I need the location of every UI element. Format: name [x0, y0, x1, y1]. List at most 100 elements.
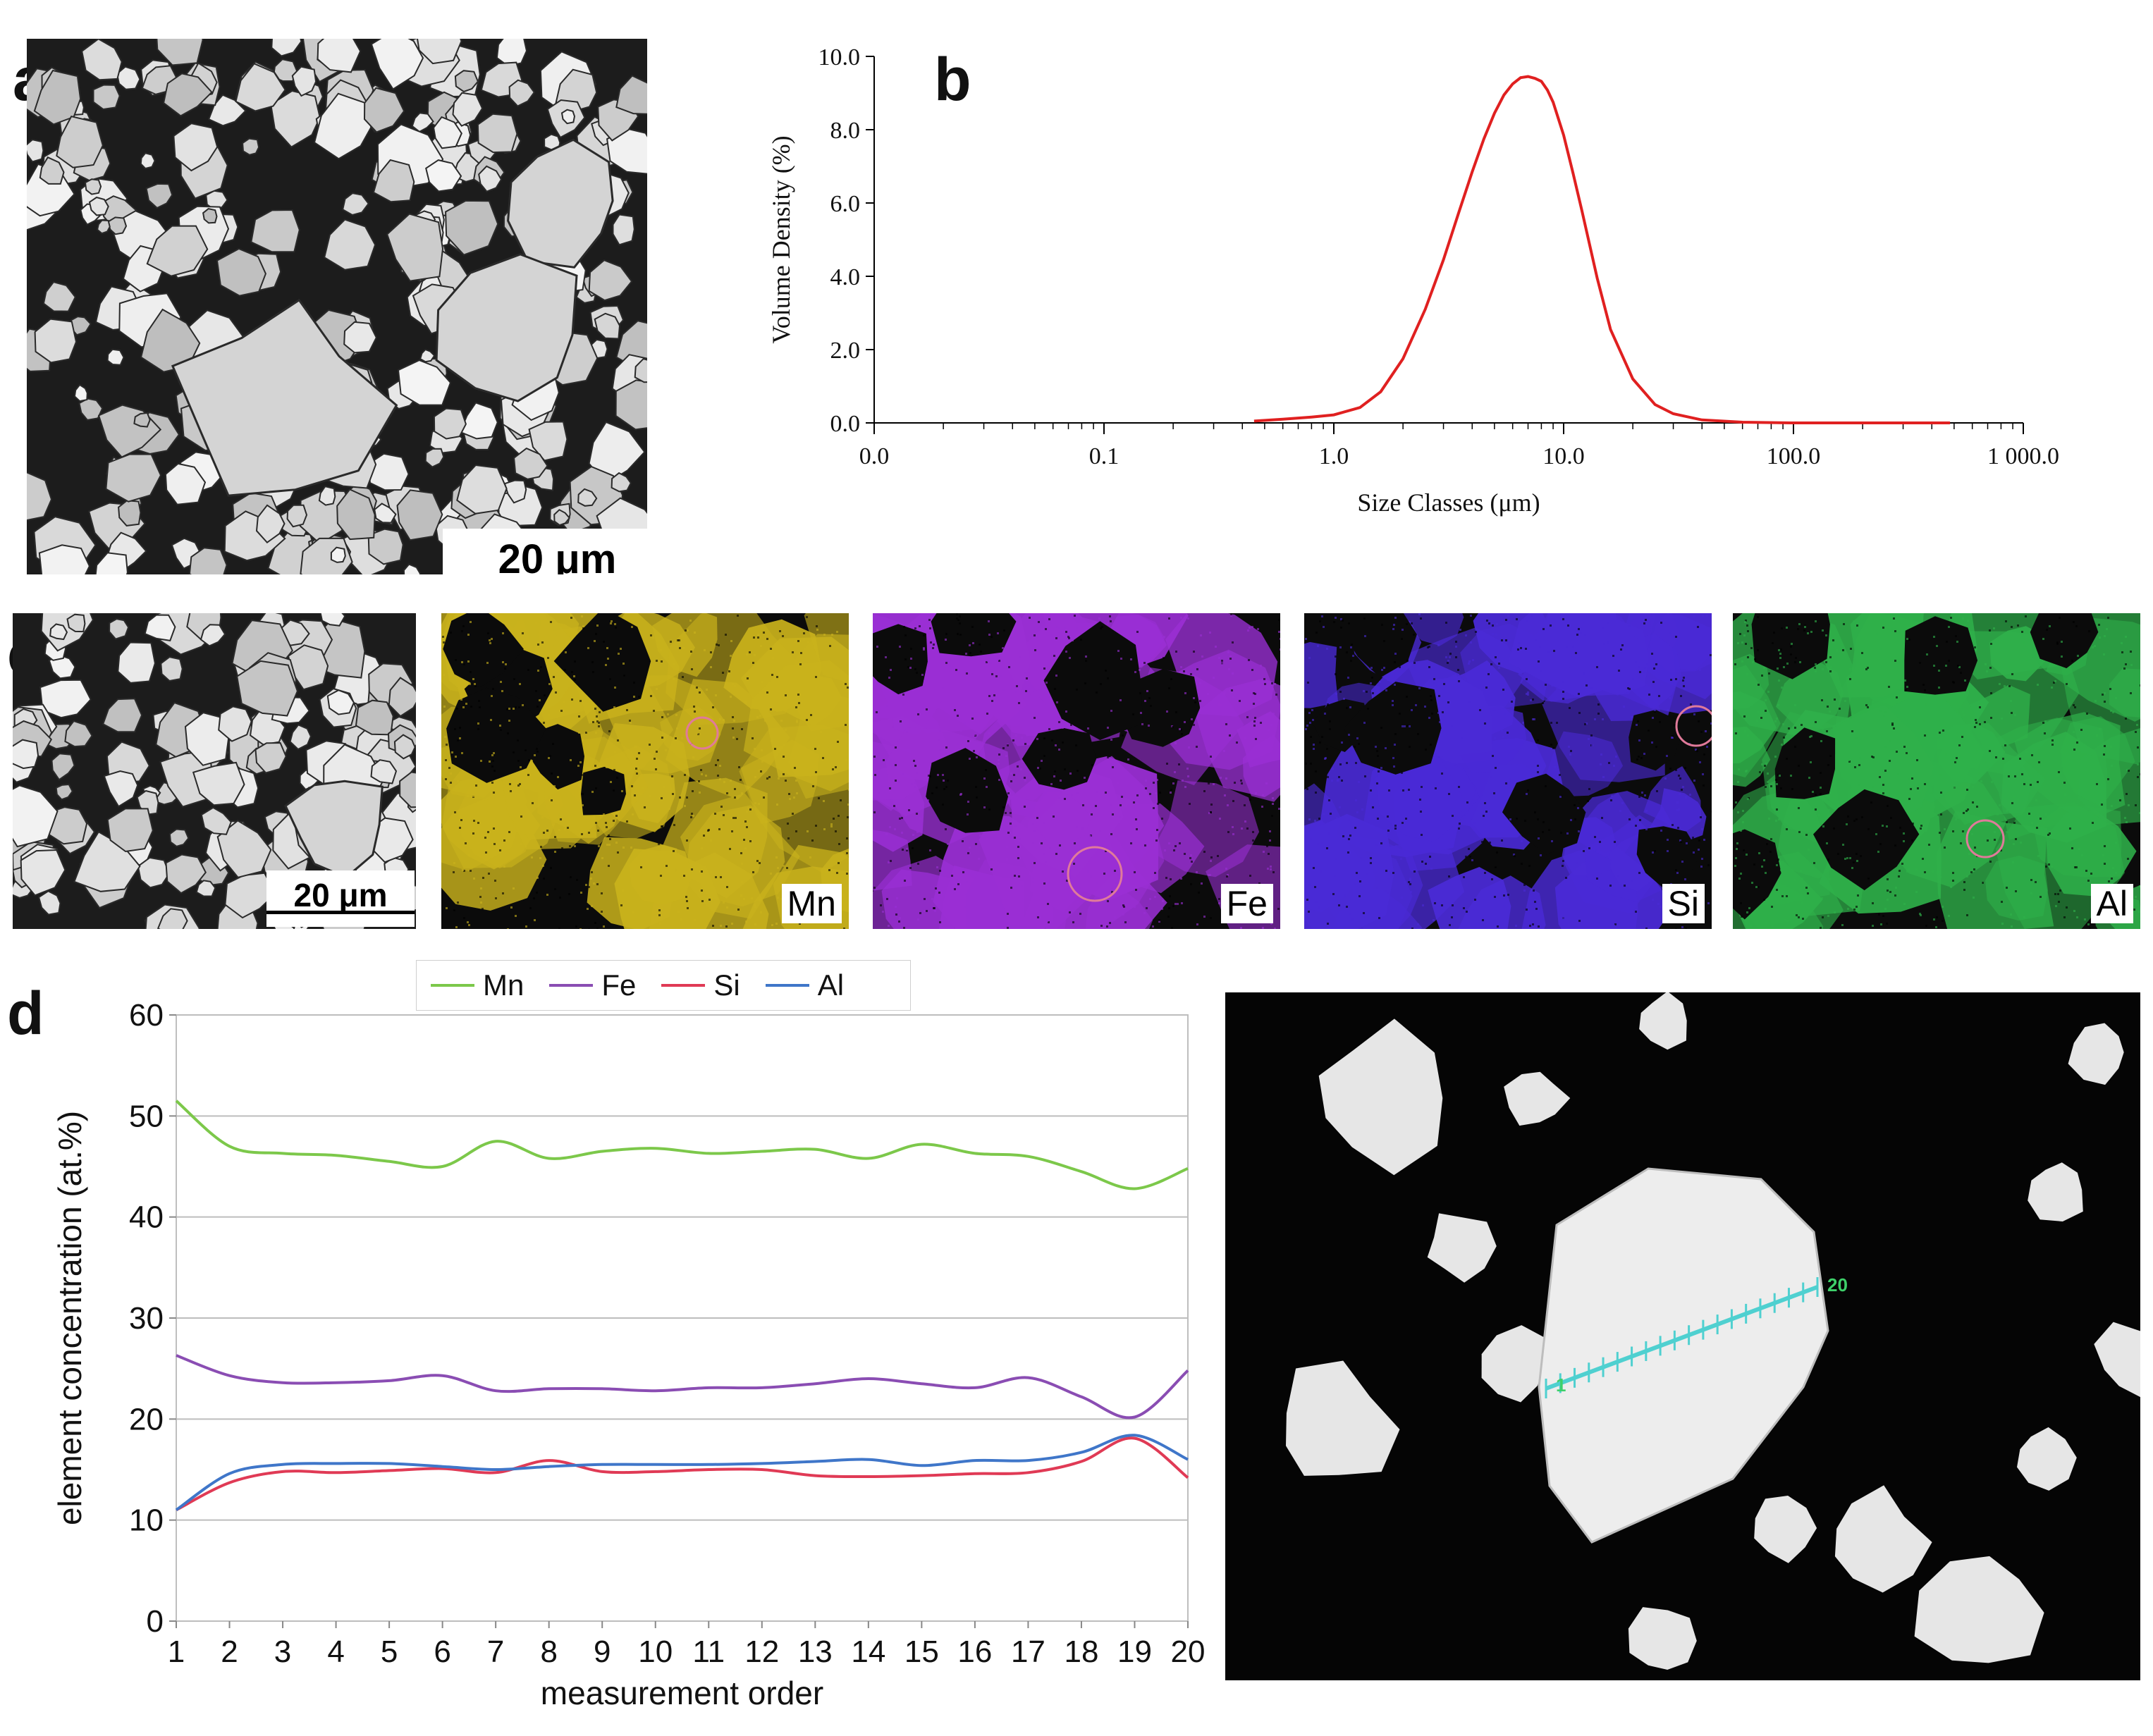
eds-noise-pixel: [1105, 850, 1107, 852]
eds-noise-pixel: [1271, 748, 1273, 750]
sem-a-particle: [528, 421, 568, 462]
eds-noise-pixel: [595, 732, 597, 734]
eds-noise-pixel: [712, 706, 714, 708]
eds-noise-pixel: [1327, 703, 1329, 706]
eds-noise-pixel: [1426, 832, 1428, 834]
eds-noise-pixel: [696, 687, 698, 689]
eds-noise-pixel: [1385, 689, 1387, 691]
eds-noise-pixel: [1376, 750, 1378, 752]
sem-a-particle: [291, 66, 317, 97]
eds-noise-pixel: [579, 761, 582, 763]
eds-noise-pixel: [1578, 628, 1580, 630]
eds-noise-pixel: [1240, 927, 1242, 929]
sem-a-particle: [560, 109, 576, 125]
eds-noise-pixel: [654, 758, 656, 760]
legend-label-mn: Mn: [483, 968, 525, 1002]
eds-noise-pixel: [1737, 811, 1739, 813]
eds-noise-pixel: [457, 739, 459, 741]
eds-noise-pixel: [1940, 813, 1942, 815]
eds-noise-pixel: [1956, 641, 1958, 643]
chart-d-legend: Mn Fe Si Al: [416, 960, 911, 1011]
y-tick-label-b: 10.0: [818, 44, 861, 70]
eds-noise-pixel: [608, 730, 611, 732]
eds-noise-pixel: [1318, 818, 1320, 820]
eds-noise-pixel: [912, 834, 914, 836]
eds-noise-pixel: [1531, 615, 1533, 617]
eds-noise-pixel: [1672, 735, 1674, 737]
eds-noise-pixel: [705, 775, 707, 777]
eds-noise-pixel: [2025, 615, 2027, 617]
sem-a-particle: [164, 462, 207, 505]
eds-noise-pixel: [2063, 782, 2066, 784]
eds-noise-pixel: [1468, 848, 1470, 850]
eds-noise-pixel: [1851, 867, 1853, 869]
eds-noise-pixel: [1752, 661, 1754, 663]
eds-noise-pixel: [2102, 854, 2104, 856]
eds-noise-pixel: [1798, 831, 1801, 833]
eds-noise-pixel: [1827, 858, 1829, 861]
eds-noise-pixel: [933, 644, 935, 646]
eds-noise-pixel: [1807, 632, 1809, 634]
eds-noise-pixel: [525, 749, 527, 751]
eds-noise-pixel: [1328, 921, 1330, 923]
eds-noise-pixel: [1270, 868, 1272, 870]
eds-noise-pixel: [1855, 853, 1858, 855]
eds-noise-pixel: [1613, 765, 1615, 767]
eds-noise-pixel: [1114, 870, 1116, 872]
eds-noise-pixel: [2037, 781, 2039, 783]
eds-noise-pixel: [1585, 863, 1588, 865]
eds-noise-pixel: [1767, 691, 1769, 693]
eds-noise-pixel: [1069, 657, 1071, 659]
eds-noise-pixel: [448, 767, 450, 769]
eds-noise-pixel: [605, 664, 607, 666]
eds-noise-pixel: [1457, 669, 1459, 671]
eds-noise-pixel: [493, 752, 495, 754]
sem-c-particle: [195, 880, 216, 897]
eds-noise-pixel: [487, 831, 489, 833]
eds-noise-pixel: [761, 761, 763, 763]
eds-noise-pixel: [778, 777, 780, 780]
eds-noise-pixel: [1652, 681, 1655, 683]
eds-noise-pixel: [1832, 639, 1834, 641]
eds-noise-pixel: [1208, 874, 1210, 876]
eds-noise-pixel: [1534, 811, 1536, 813]
eds-noise-pixel: [2066, 772, 2068, 775]
eds-noise-pixel: [2025, 751, 2028, 753]
eds-noise-pixel: [459, 727, 461, 729]
eds-noise-pixel: [720, 806, 723, 808]
eds-noise-pixel: [1848, 759, 1850, 761]
eds-noise-pixel: [508, 831, 510, 833]
eds-noise-pixel: [2015, 838, 2017, 840]
eds-noise-pixel: [1529, 925, 1531, 927]
eds-noise-pixel: [1170, 792, 1172, 794]
sem-a-particle: [242, 137, 260, 156]
eds-noise-pixel: [1801, 901, 1803, 904]
eds-noise-pixel: [1763, 899, 1765, 901]
eds-noise-pixel: [751, 897, 753, 899]
sem-c-particle: [254, 741, 287, 774]
eds-noise-pixel: [1275, 694, 1277, 696]
eds-noise-pixel: [1079, 887, 1081, 889]
eds-noise-pixel: [886, 898, 888, 900]
eds-noise-pixel: [613, 769, 615, 771]
eds-noise-pixel: [760, 645, 762, 647]
eds-noise-pixel: [493, 770, 496, 772]
eds-noise-pixel: [1882, 915, 1884, 917]
eds-noise-pixel: [1027, 743, 1029, 745]
eds-noise-pixel: [1363, 722, 1366, 724]
eds-noise-pixel: [750, 707, 752, 709]
eds-noise-pixel: [718, 644, 720, 646]
eds-dark-region: [873, 624, 928, 695]
sem-a-particle: [374, 503, 397, 524]
eds-noise-pixel: [1043, 822, 1045, 824]
eds-noise-pixel: [548, 714, 550, 716]
eds-noise-pixel: [1974, 726, 1976, 728]
eds-noise-pixel: [1159, 792, 1161, 794]
eds-noise-pixel: [1844, 858, 1846, 860]
eds-noise-pixel: [1507, 732, 1509, 734]
eds-noise-pixel: [1393, 765, 1395, 768]
eds-signal-region: [1237, 711, 1280, 768]
eds-noise-pixel: [815, 825, 817, 827]
eds-noise-pixel: [1952, 830, 1954, 832]
eds-noise-pixel: [821, 759, 823, 761]
